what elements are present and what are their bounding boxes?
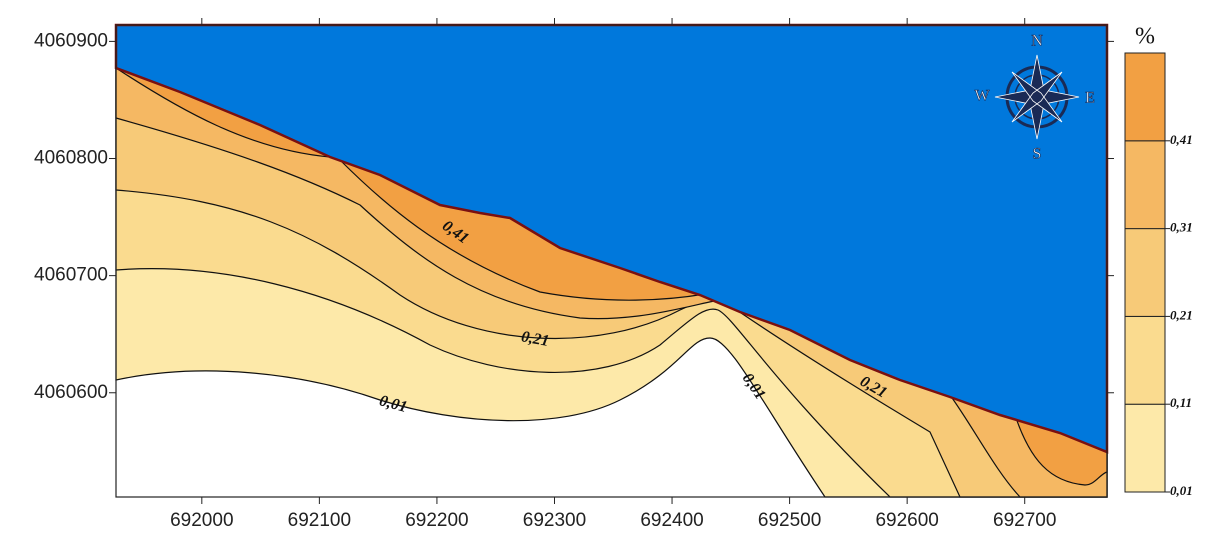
- colorbar-band: [1124, 403, 1166, 493]
- compass: N E S W: [974, 32, 1095, 163]
- colorbar-tick-label: 0,41: [1170, 132, 1193, 147]
- colorbar-tick-label: 0,21: [1170, 307, 1193, 322]
- colorbar-tick-label: 0,01: [1170, 483, 1193, 498]
- colorbar-band: [1124, 140, 1166, 230]
- colorbar-band: [1124, 228, 1166, 317]
- compass-label: E: [1085, 90, 1095, 107]
- colorbar-title: %: [1135, 24, 1155, 50]
- y-tick-label: 4060800: [34, 148, 108, 169]
- water: [114, 23, 1109, 454]
- compass-label: N: [1031, 33, 1043, 50]
- y-tick-label: 4060700: [34, 265, 108, 286]
- contour-label: 0,01: [377, 392, 408, 416]
- colorbar-tick-label: 0,31: [1170, 220, 1193, 235]
- y-tick-label: 4060900: [34, 30, 108, 51]
- x-tick-label: 692300: [523, 510, 586, 531]
- compass-star: [1011, 71, 1063, 123]
- colorbar-band: [1124, 52, 1166, 142]
- compass-label: W: [974, 88, 990, 105]
- x-tick-label: 692700: [993, 510, 1056, 531]
- x-tick-label: 692200: [405, 510, 468, 531]
- contour-label: 0,21: [520, 328, 551, 350]
- x-tick-label: 692500: [758, 510, 821, 531]
- x-tick-label: 692600: [875, 510, 938, 531]
- x-tick-label: 692100: [288, 510, 351, 531]
- colorbar-band: [1124, 315, 1166, 405]
- colorbar-tick-label: 0,11: [1170, 395, 1192, 410]
- x-tick-label: 692400: [640, 510, 703, 531]
- x-tick-label: 692000: [170, 510, 233, 531]
- plot-frame: [115, 24, 1108, 498]
- y-tick-label: 4060600: [34, 382, 108, 403]
- compass-label: S: [1033, 146, 1042, 163]
